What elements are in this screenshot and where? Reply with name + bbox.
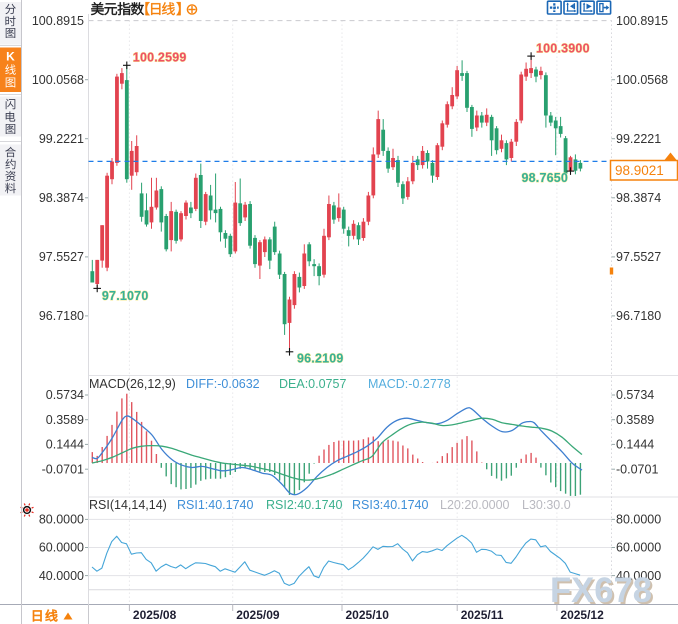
svg-text:99.2221: 99.2221 xyxy=(616,132,661,146)
svg-text:100.8915: 100.8915 xyxy=(616,14,668,28)
svg-text:0.1444: 0.1444 xyxy=(46,438,84,452)
svg-text:40.0000: 40.0000 xyxy=(39,569,84,583)
svg-text:0.3589: 0.3589 xyxy=(616,413,654,427)
svg-text:2025/11: 2025/11 xyxy=(461,608,504,622)
svg-text:DEA:0.0757: DEA:0.0757 xyxy=(279,377,346,391)
svg-text:FX678: FX678 xyxy=(552,573,654,612)
svg-text:97.5527: 97.5527 xyxy=(616,250,661,264)
svg-text:100.0568: 100.0568 xyxy=(616,73,668,87)
svg-text:0.1444: 0.1444 xyxy=(616,438,654,452)
svg-text:L20:20.0000: L20:20.0000 xyxy=(440,498,510,512)
svg-text:100.2599: 100.2599 xyxy=(133,50,187,64)
svg-text:2025/09: 2025/09 xyxy=(236,608,280,622)
svg-text:K: K xyxy=(6,50,15,64)
svg-text:DIFF:-0.0632: DIFF:-0.0632 xyxy=(186,377,260,391)
svg-text:60.0000: 60.0000 xyxy=(616,541,661,555)
svg-text:99.2221: 99.2221 xyxy=(39,132,84,146)
svg-text:97.5527: 97.5527 xyxy=(39,250,84,264)
svg-text:RSI2:40.1740: RSI2:40.1740 xyxy=(266,498,342,512)
svg-text:100.8915: 100.8915 xyxy=(32,14,84,28)
svg-text:80.0000: 80.0000 xyxy=(39,513,84,527)
svg-text:60.0000: 60.0000 xyxy=(39,541,84,555)
svg-text:2025/08: 2025/08 xyxy=(133,608,177,622)
svg-text:97.1070: 97.1070 xyxy=(102,289,149,303)
svg-text:98.3874: 98.3874 xyxy=(616,191,661,205)
svg-text:98.9021: 98.9021 xyxy=(615,163,664,178)
svg-text:96.7180: 96.7180 xyxy=(616,309,661,323)
svg-text:RSI1:40.1740: RSI1:40.1740 xyxy=(177,498,253,512)
svg-text:98.7650: 98.7650 xyxy=(522,171,569,185)
svg-text:2025/10: 2025/10 xyxy=(346,608,390,622)
svg-text:0.5734: 0.5734 xyxy=(616,388,654,402)
svg-text:-0.0701: -0.0701 xyxy=(42,462,84,476)
svg-text:RSI(14,14,14): RSI(14,14,14) xyxy=(89,498,167,512)
svg-text:80.0000: 80.0000 xyxy=(616,513,661,527)
svg-text:FX678: FX678 xyxy=(550,571,652,610)
svg-text:0.5734: 0.5734 xyxy=(46,388,84,402)
svg-text:98.3874: 98.3874 xyxy=(39,191,84,205)
svg-text:0.3589: 0.3589 xyxy=(46,413,84,427)
svg-text:RSI3:40.1740: RSI3:40.1740 xyxy=(352,498,428,512)
svg-text:40.0000: 40.0000 xyxy=(616,569,661,583)
svg-text:100.3900: 100.3900 xyxy=(536,42,590,56)
svg-text:MACD:-0.2778: MACD:-0.2778 xyxy=(368,377,451,391)
svg-text:96.7180: 96.7180 xyxy=(39,309,84,323)
svg-text:96.2109: 96.2109 xyxy=(297,352,344,366)
svg-text:100.0568: 100.0568 xyxy=(32,73,84,87)
svg-text:2025/12: 2025/12 xyxy=(560,608,604,622)
svg-text:L30:30.0: L30:30.0 xyxy=(522,498,571,512)
svg-text:MACD(26,12,9): MACD(26,12,9) xyxy=(89,377,176,391)
svg-text:-0.0701: -0.0701 xyxy=(616,462,658,476)
